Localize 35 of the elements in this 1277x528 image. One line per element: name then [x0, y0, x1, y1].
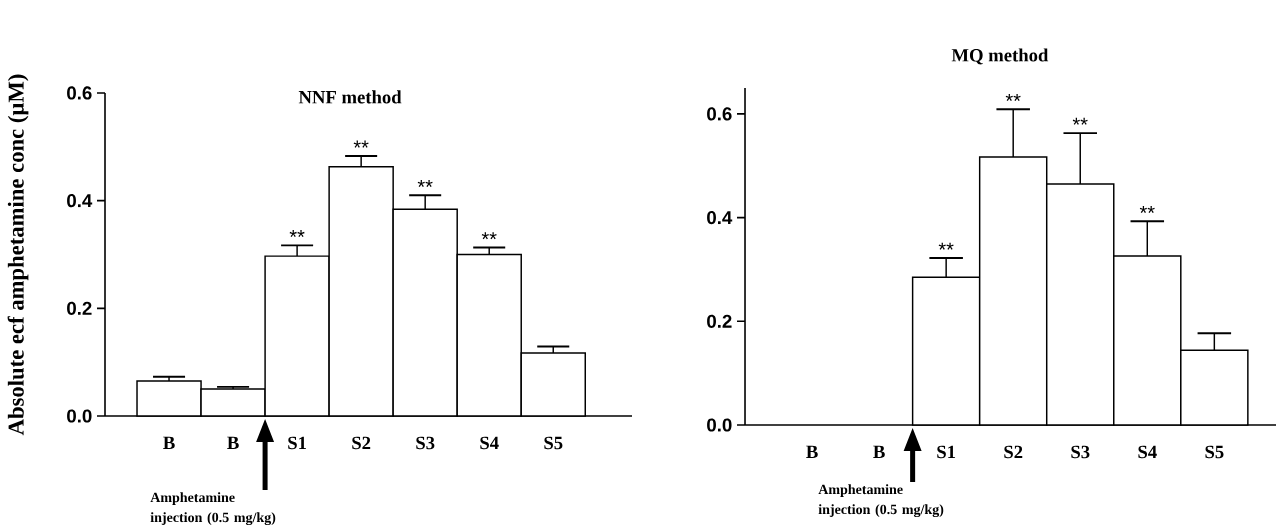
y-tick-label: 0.6 — [707, 107, 732, 121]
x-tick-label: S3 — [1071, 445, 1090, 459]
text: Amphetamine injection (0.5 mg/kg) — [818, 484, 944, 518]
x-tick-label: B — [806, 445, 818, 458]
data-label: ** — [481, 232, 497, 240]
y-tick-label: 0.2 — [67, 301, 92, 315]
x-tick-label: S1 — [937, 445, 956, 459]
x-tick-label: S4 — [1138, 445, 1157, 459]
x-tick-label: S1 — [288, 436, 306, 450]
y-axis-title: Absolute ecf amphetamine conc (µM) — [7, 74, 29, 436]
x-tick-label: S5 — [544, 436, 563, 450]
y-tick-label: 0.4 — [707, 210, 733, 225]
data-label: ** — [1072, 117, 1088, 125]
x-tick-label: B — [873, 445, 885, 458]
y-tick-label: 0.0 — [707, 418, 732, 432]
data-label: ** — [289, 229, 305, 238]
y-tick-label: 0.4 — [67, 194, 93, 208]
y-tick-label: 0.6 — [67, 86, 92, 100]
x-tick-label: S2 — [1004, 445, 1023, 459]
x-tick-label: S2 — [352, 436, 371, 450]
x-tick-label: B — [163, 436, 175, 449]
x-tick-label: S4 — [480, 436, 499, 450]
y-tick-label: 0.2 — [707, 314, 732, 328]
data-label: ** — [1005, 93, 1021, 101]
x-tick-label: B — [227, 436, 239, 449]
x-tick-label: S3 — [416, 436, 435, 450]
data-label: ** — [353, 140, 369, 148]
x-tick-label: S5 — [1205, 445, 1224, 459]
text: Amphetamine injection (0.5 mg/kg) — [150, 492, 276, 526]
data-label: ** — [938, 242, 954, 250]
chart-title: NNF method — [298, 90, 402, 104]
data-label: ** — [417, 179, 433, 187]
chart-title: MQ method — [951, 48, 1049, 65]
y-tick-label: 0.0 — [67, 409, 92, 423]
data-label: ** — [1139, 205, 1155, 213]
